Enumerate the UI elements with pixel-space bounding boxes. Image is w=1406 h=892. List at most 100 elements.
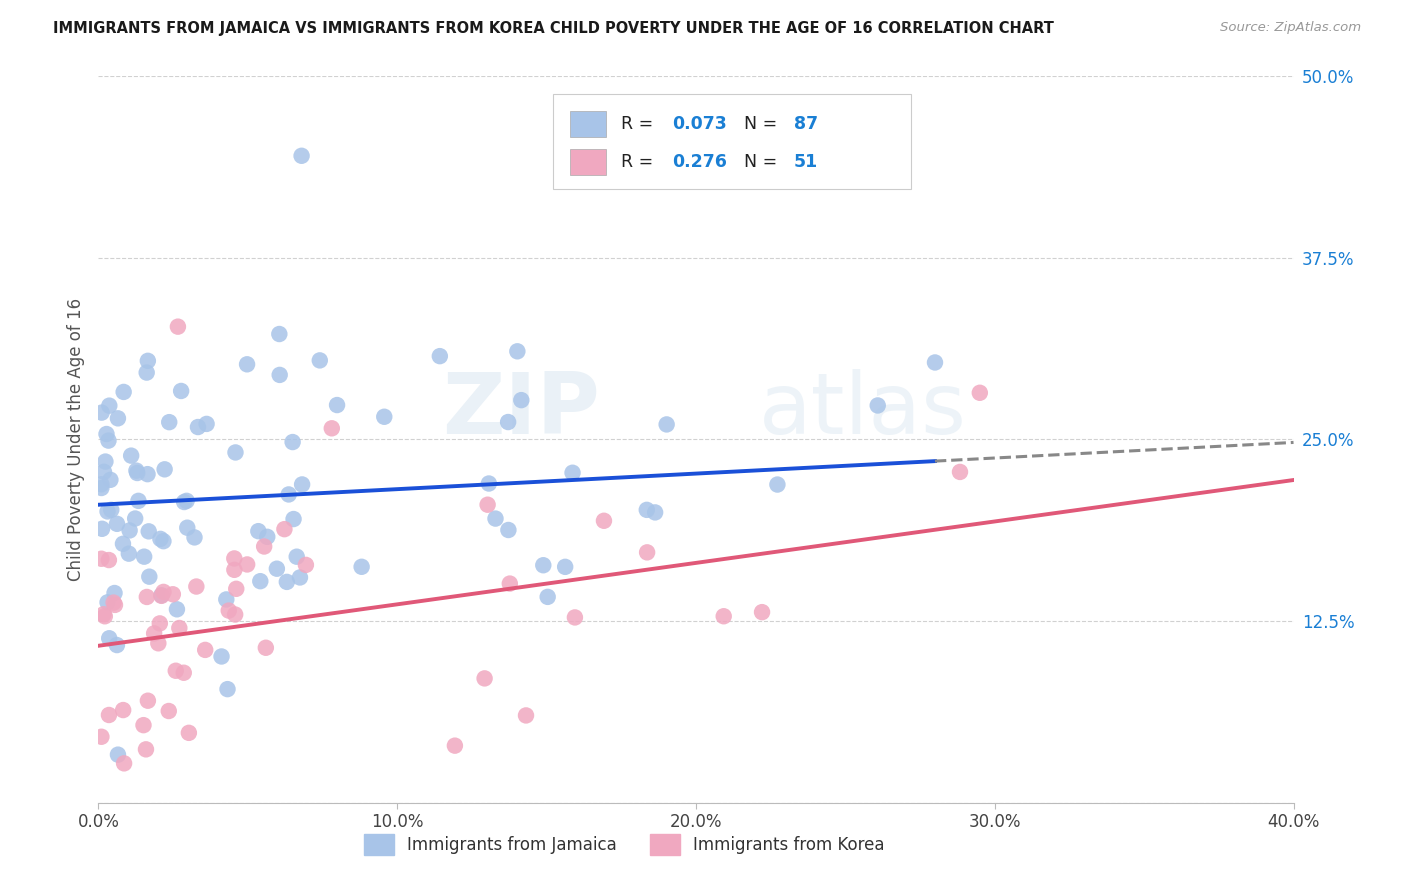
Point: [150, 588, 173, 602]
Point: [283, 512, 305, 526]
Point: [644, 505, 666, 519]
Point: [162, 587, 184, 601]
Point: [766, 477, 789, 491]
Point: [135, 590, 157, 604]
Point: [218, 604, 240, 618]
Point: [506, 344, 529, 359]
Text: 0.073: 0.073: [672, 115, 727, 133]
Point: [224, 445, 246, 459]
Point: [90, 477, 112, 491]
Point: [104, 598, 127, 612]
Point: [112, 756, 135, 771]
Point: [554, 559, 576, 574]
Point: [149, 532, 172, 546]
Point: [124, 511, 146, 525]
Point: [253, 540, 276, 554]
Point: [225, 582, 247, 596]
Point: [211, 649, 233, 664]
Point: [100, 473, 122, 487]
Point: [866, 399, 889, 413]
Point: [496, 415, 519, 429]
Point: [152, 585, 174, 599]
Text: N =: N =: [744, 115, 783, 133]
Bar: [571, 149, 606, 175]
Point: [167, 319, 190, 334]
Point: [288, 570, 311, 584]
Point: [107, 747, 129, 762]
Point: [183, 530, 205, 544]
Point: [91, 522, 114, 536]
Point: [93, 607, 115, 622]
Point: [173, 495, 195, 509]
Point: [751, 605, 773, 619]
Point: [655, 417, 678, 432]
Point: [276, 574, 298, 589]
Point: [924, 355, 946, 369]
Point: [236, 558, 259, 572]
Point: [281, 435, 304, 450]
Point: [176, 493, 198, 508]
Point: [157, 704, 180, 718]
Point: [510, 393, 533, 408]
Point: [273, 522, 295, 536]
Point: [444, 739, 467, 753]
Point: [138, 569, 160, 583]
Point: [474, 672, 496, 686]
Point: [149, 616, 172, 631]
Point: [120, 449, 142, 463]
Point: [97, 434, 120, 448]
Point: [138, 524, 160, 539]
Point: [96, 595, 118, 609]
Point: [249, 574, 271, 589]
Point: [90, 551, 112, 566]
Point: [969, 385, 991, 400]
Point: [103, 596, 125, 610]
Point: [135, 742, 157, 756]
Point: [93, 465, 115, 479]
Point: [564, 610, 586, 624]
Point: [308, 353, 330, 368]
Point: [94, 454, 117, 468]
Point: [112, 703, 135, 717]
Text: 87: 87: [794, 115, 818, 133]
Point: [224, 551, 246, 566]
Point: [195, 417, 218, 431]
Point: [97, 553, 120, 567]
Point: [112, 384, 135, 399]
Point: [107, 411, 129, 425]
Point: [266, 562, 288, 576]
Point: [153, 462, 176, 476]
Point: [373, 409, 395, 424]
Point: [135, 366, 157, 380]
Point: [499, 576, 522, 591]
Point: [105, 638, 128, 652]
Point: [636, 503, 658, 517]
Point: [134, 549, 156, 564]
Point: [136, 694, 159, 708]
Point: [254, 640, 277, 655]
Point: [291, 477, 314, 491]
Point: [103, 586, 125, 600]
Point: [170, 384, 193, 398]
Point: [118, 547, 141, 561]
Point: [215, 592, 238, 607]
Text: N =: N =: [744, 153, 783, 171]
Point: [90, 481, 112, 495]
Point: [350, 559, 373, 574]
Point: [326, 398, 349, 412]
Point: [90, 406, 112, 420]
Point: [176, 521, 198, 535]
Point: [127, 466, 149, 480]
Point: [143, 626, 166, 640]
Point: [177, 726, 200, 740]
Point: [256, 530, 278, 544]
Point: [478, 476, 501, 491]
Point: [224, 563, 246, 577]
Point: [165, 664, 187, 678]
Point: [136, 467, 159, 482]
Text: ZIP: ZIP: [443, 368, 600, 451]
Point: [132, 718, 155, 732]
Point: [187, 420, 209, 434]
Point: [148, 636, 170, 650]
Point: [100, 503, 122, 517]
